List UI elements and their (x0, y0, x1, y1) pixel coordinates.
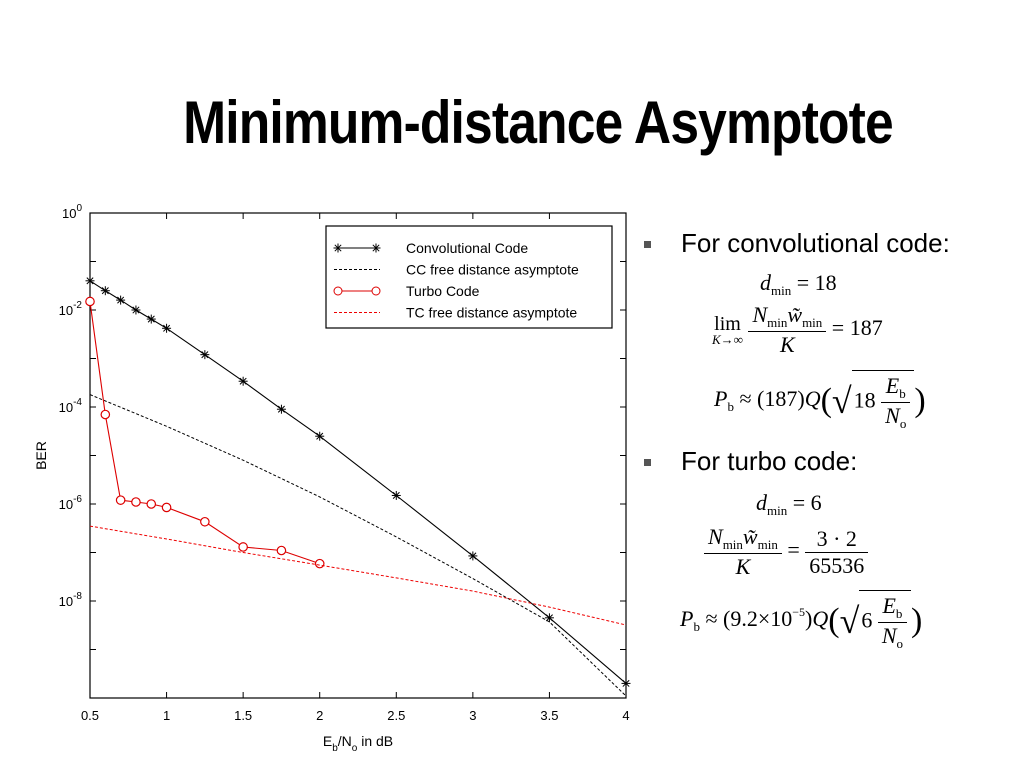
data-point (146, 314, 156, 324)
y-tick-label: 10-2 (59, 300, 83, 318)
y-tick-label: 10-8 (59, 591, 83, 609)
data-point (276, 545, 287, 556)
series-tc-free-distance-asymptote (89, 525, 627, 626)
data-point (468, 551, 478, 561)
turbo-fraction-right: 3 · 2 65536 (805, 526, 869, 579)
legend-item: Convolutional Code (333, 240, 528, 256)
x-tick-label: 3 (469, 708, 476, 723)
data-point (162, 323, 172, 333)
data-point (131, 305, 141, 315)
x-tick-label: 1.5 (234, 708, 252, 723)
data-point (161, 502, 172, 513)
series-convolutional-code (85, 276, 631, 688)
data-point (544, 613, 554, 623)
legend-label: TC free distance asymptote (406, 305, 577, 321)
conv-limit-equation: lim K→∞ Nminw̃min K = 187 (712, 302, 883, 358)
data-point (85, 296, 95, 307)
data-point (276, 404, 286, 414)
turbo-pb-equation: Pb ≈ (9.2×10−5)Q(√6 Eb No ) (680, 590, 922, 652)
slide-title: Minimum-distance Asymptote (183, 89, 894, 156)
x-axis-label: Eb/No in dB (323, 733, 393, 754)
data-point (131, 497, 141, 507)
turbo-fraction-left: Nminw̃min K (704, 524, 782, 580)
y-axis-label: BER (33, 441, 49, 470)
series-line (89, 280, 627, 684)
bullet-label: For convolutional code: (681, 228, 950, 258)
legend-item: CC free distance asymptote (334, 262, 579, 278)
limit-operator: lim K→∞ (712, 312, 743, 347)
data-point (146, 499, 157, 509)
data-point (85, 276, 95, 286)
series-line (89, 394, 627, 697)
legend-item: TC free distance asymptote (334, 305, 577, 321)
ber-chart: Convolutional Code CC free distance asymp… (33, 203, 631, 754)
bullet-marker-icon (644, 459, 651, 466)
data-point (238, 376, 248, 386)
legend-label: Turbo Code (406, 283, 480, 299)
data-point (115, 495, 126, 505)
turbo-ratio-equation: Nminw̃min K = 3 · 2 65536 (704, 524, 869, 580)
y-tick-label: 10-6 (59, 494, 83, 512)
data-point (200, 350, 210, 360)
x-tick-label: 4 (622, 708, 629, 723)
data-point (200, 516, 210, 527)
data-point (238, 542, 248, 552)
legend-label: CC free distance asymptote (406, 262, 579, 278)
data-point (315, 431, 325, 441)
bullet-marker-icon (644, 241, 651, 248)
bullet-label: For turbo code: (681, 446, 858, 476)
series-line (89, 301, 320, 565)
y-tick-label: 10-4 (59, 397, 83, 415)
data-point (100, 409, 111, 420)
x-tick-label: 2.5 (387, 708, 405, 723)
legend-item: Turbo Code (333, 283, 480, 299)
series-turbo-code (85, 296, 325, 569)
turbo-dmin-equation: dmin = 6 (756, 490, 822, 518)
legend-marker (371, 286, 381, 296)
x-tick-label: 1 (163, 708, 170, 723)
conv-pb-equation: Pb ≈ (187)Q(√18 Eb No ) (714, 370, 926, 432)
conv-dmin-equation: dmin = 18 (760, 270, 837, 298)
legend-marker (333, 286, 343, 296)
series-cc-free-distance-asymptote (89, 394, 627, 697)
data-point (314, 558, 325, 569)
legend-label: Convolutional Code (406, 240, 528, 256)
data-point (391, 490, 401, 500)
legend-box (325, 225, 613, 329)
x-tick-label: 3.5 (540, 708, 558, 723)
data-point (116, 295, 126, 305)
series-line (89, 525, 627, 626)
conv-fraction: Nminw̃min K (748, 302, 827, 358)
x-tick-label: 2 (316, 708, 323, 723)
y-tick-label: 100 (62, 203, 82, 221)
data-point (621, 678, 631, 688)
data-point (100, 286, 110, 296)
x-tick-label: 0.5 (81, 708, 99, 723)
